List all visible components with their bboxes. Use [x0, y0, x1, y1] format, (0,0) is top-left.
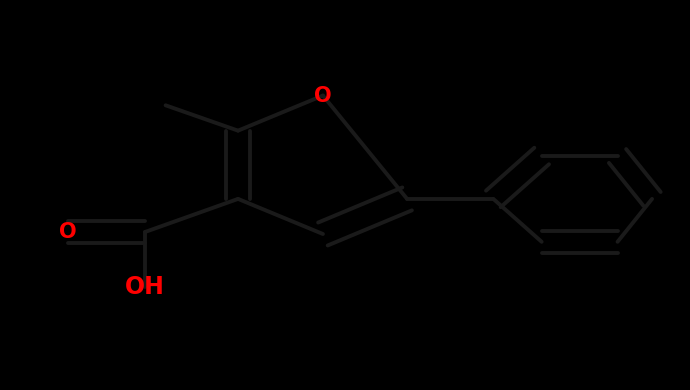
Text: O: O — [59, 222, 77, 242]
Text: O: O — [314, 85, 332, 106]
Text: OH: OH — [125, 275, 165, 299]
